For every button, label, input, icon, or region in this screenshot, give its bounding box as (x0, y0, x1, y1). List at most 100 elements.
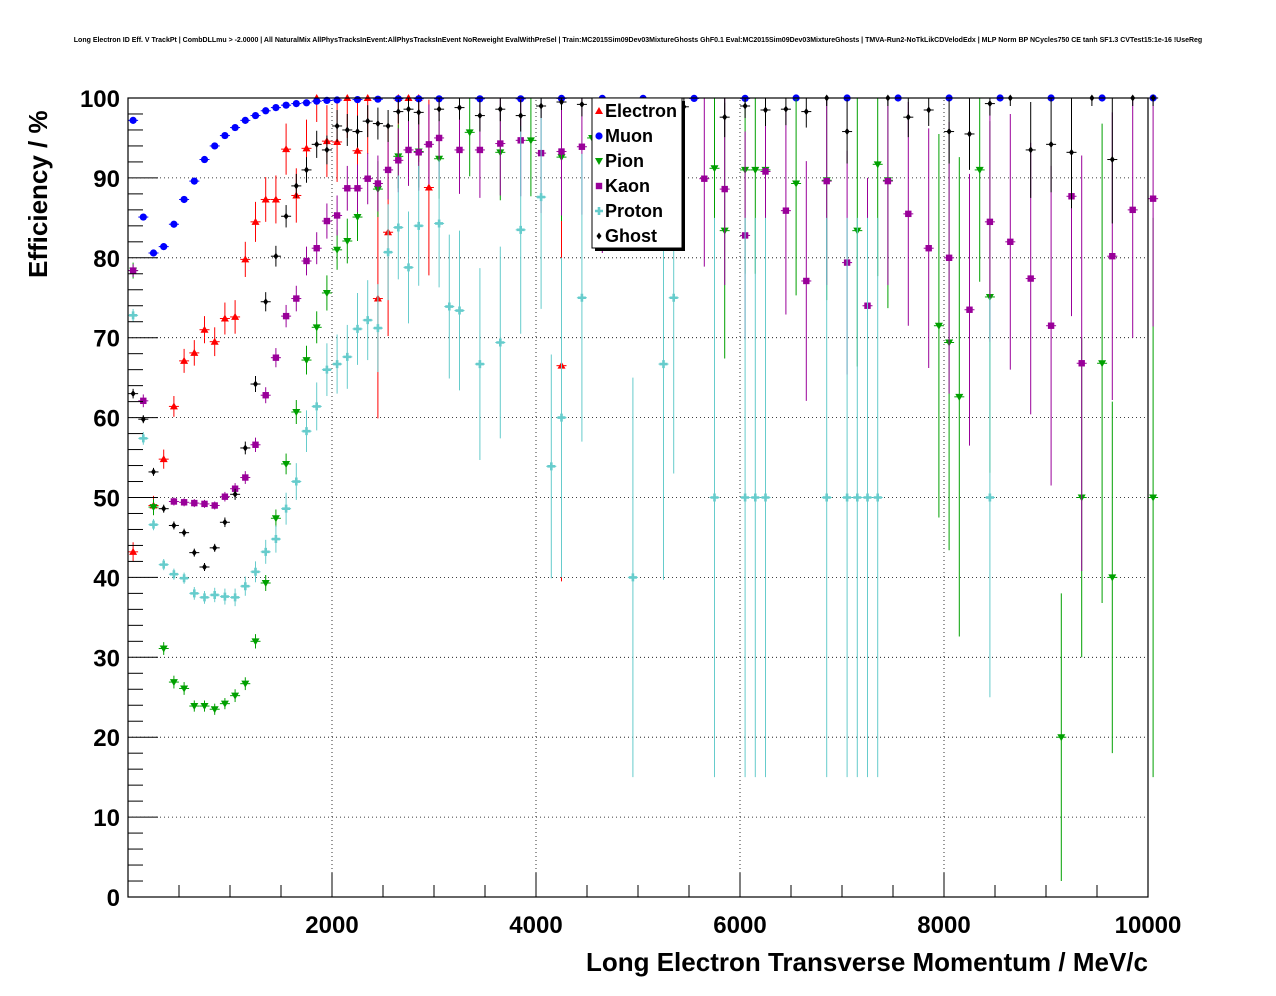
data-point (863, 493, 872, 502)
x-tick-label: 8000 (917, 912, 970, 939)
data-point (312, 402, 321, 411)
data-point (129, 547, 138, 555)
data-point (190, 348, 199, 356)
data-point (853, 493, 862, 502)
data-point (577, 293, 586, 302)
data-point (873, 493, 882, 502)
data-point (161, 505, 167, 513)
data-point (170, 498, 178, 505)
data-point (273, 252, 279, 260)
data-point (710, 493, 719, 502)
data-point (211, 502, 218, 509)
chart-title: Long Electron ID Eff. V TrackPt | CombDL… (74, 37, 1202, 44)
data-point (282, 504, 291, 513)
x-tick-label: 4000 (509, 912, 562, 939)
data-point (873, 161, 882, 169)
data-point (292, 409, 301, 417)
data-point (1149, 195, 1157, 202)
data-point (211, 142, 219, 150)
data-point (385, 122, 391, 130)
data-point (231, 692, 240, 700)
data-point (200, 593, 209, 602)
data-point (302, 357, 311, 365)
data-point (1109, 156, 1115, 164)
data-point (343, 238, 352, 246)
data-point (221, 493, 229, 500)
data-point (261, 547, 270, 556)
data-point (751, 166, 760, 174)
data-point (180, 574, 189, 583)
data-point (210, 337, 219, 345)
legend-box (591, 97, 683, 249)
data-point (314, 140, 320, 148)
data-point (220, 592, 229, 601)
data-point (384, 166, 392, 174)
y-tick-label: 100 (80, 86, 120, 113)
data-point (293, 295, 300, 302)
data-point (149, 520, 158, 529)
data-point (282, 312, 290, 320)
data-point (251, 567, 260, 576)
legend-entry: Kaon (605, 176, 650, 196)
y-tick-label: 40 (93, 565, 120, 592)
data-point (455, 306, 464, 315)
data-point (262, 107, 270, 115)
data-point (844, 128, 850, 136)
data-point (1109, 253, 1116, 260)
data-point (557, 413, 566, 422)
data-point (139, 213, 147, 221)
data-point (945, 254, 953, 261)
data-point (722, 113, 728, 121)
data-point (925, 245, 932, 252)
data-point (955, 393, 964, 401)
data-point (222, 518, 228, 526)
axis-ticks (128, 97, 1098, 898)
data-point (323, 217, 331, 225)
data-point (242, 474, 249, 481)
data-point (169, 402, 178, 410)
data-point (394, 223, 403, 232)
data-point (1027, 275, 1034, 282)
data-point (435, 219, 444, 228)
legend-marker (595, 107, 603, 114)
data-point (171, 521, 177, 529)
data-point (405, 146, 412, 154)
data-point (220, 700, 229, 708)
data-point (1047, 322, 1055, 329)
data-point (578, 143, 586, 150)
data-point (322, 289, 331, 297)
data-point (180, 499, 188, 506)
series-ghost (128, 94, 1159, 572)
legend-entry: Muon (605, 126, 653, 146)
data-point (721, 185, 728, 193)
data-point (272, 103, 280, 112)
legend-marker (595, 182, 603, 190)
data-point (628, 573, 637, 582)
data-point (516, 225, 525, 234)
x-tick-label: 10000 (1115, 912, 1182, 939)
data-point (395, 108, 401, 116)
x-tick-label: 6000 (713, 912, 766, 939)
data-point (129, 116, 137, 124)
data-point (496, 338, 505, 347)
data-point (241, 255, 250, 263)
data-point (251, 111, 260, 120)
data-point (905, 210, 912, 218)
data-point (803, 277, 810, 285)
data-point (1007, 238, 1014, 246)
data-point (324, 146, 330, 154)
y-tick-label: 50 (93, 486, 120, 513)
data-point (343, 352, 352, 361)
data-point (129, 267, 137, 274)
data-point (353, 324, 362, 333)
data-point (1150, 94, 1156, 102)
data-point (967, 130, 972, 138)
data-point (538, 102, 544, 110)
data-point (476, 95, 484, 103)
legend-marker (595, 158, 603, 165)
data-point (190, 703, 199, 711)
data-point (415, 95, 423, 103)
y-tick-label: 10 (93, 805, 120, 832)
data-point (353, 95, 362, 104)
data-point (334, 122, 340, 130)
